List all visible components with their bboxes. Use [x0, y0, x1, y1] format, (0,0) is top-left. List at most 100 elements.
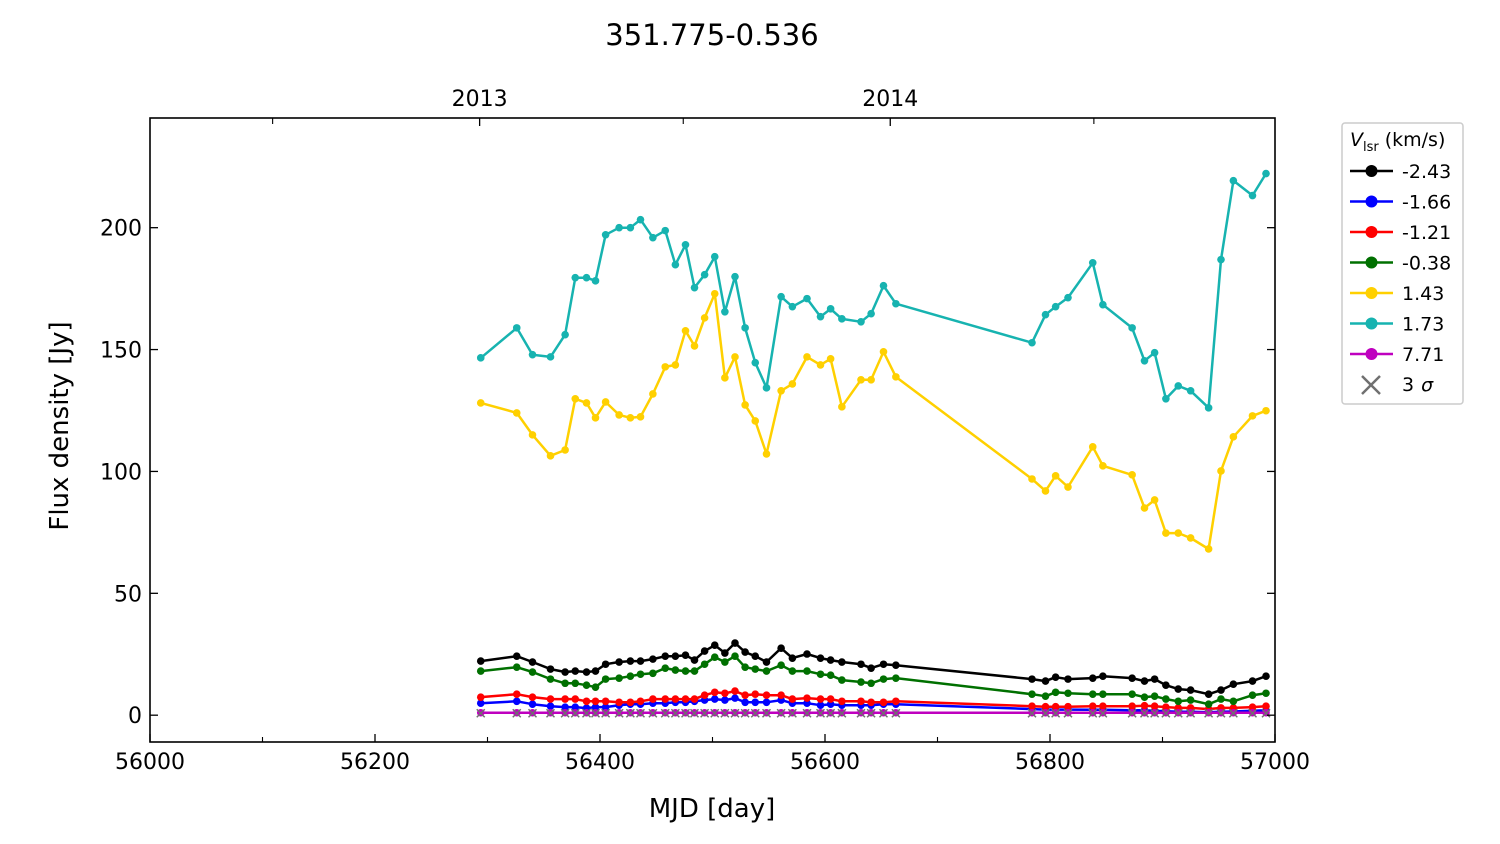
legend-label: -2.43 — [1402, 161, 1451, 183]
data-point — [601, 660, 610, 669]
cross-stroke — [601, 708, 611, 718]
data-point — [626, 223, 635, 232]
data-point — [528, 693, 537, 701]
data-point — [649, 695, 657, 703]
legend-item--2.43: -2.43 — [1350, 161, 1451, 183]
data-point — [788, 302, 797, 311]
data-point — [1041, 677, 1050, 685]
cross-stroke — [527, 708, 538, 718]
sigma-cross — [1040, 708, 1051, 718]
data-point — [751, 698, 760, 707]
data-point — [857, 317, 865, 326]
data-point — [1150, 692, 1159, 700]
data-point — [731, 687, 739, 695]
sigma-cross — [570, 708, 580, 718]
data-point — [476, 699, 485, 708]
data-point — [710, 252, 719, 261]
data-point — [561, 446, 569, 454]
data-point — [1128, 702, 1136, 710]
data-point — [661, 226, 670, 235]
cross-stroke — [826, 708, 836, 718]
legend-item-7.71: 7.71 — [1350, 344, 1444, 366]
data-point — [512, 324, 521, 332]
data-point — [1217, 255, 1225, 264]
chart-title: 351.775-0.536 — [605, 18, 818, 52]
cross-stroke — [560, 708, 570, 718]
sigma-cross — [1216, 708, 1226, 718]
data-point — [1064, 675, 1072, 683]
data-point — [626, 414, 635, 422]
data-point — [867, 375, 875, 384]
data-point — [546, 675, 555, 683]
data-point — [741, 648, 749, 656]
data-point — [561, 703, 569, 711]
data-point — [615, 674, 623, 682]
data-point — [1162, 681, 1170, 690]
data-point — [762, 691, 771, 699]
sigma-cross — [802, 708, 812, 718]
data-point — [476, 354, 485, 362]
data-point — [681, 326, 690, 335]
cross-stroke — [648, 708, 658, 718]
data-point — [826, 305, 835, 313]
legend-label: 1.43 — [1402, 283, 1444, 305]
legend-marker — [1365, 317, 1378, 330]
data-point — [1248, 412, 1257, 420]
data-point — [803, 694, 811, 702]
data-point — [1262, 406, 1270, 415]
data-point — [1140, 677, 1149, 685]
data-point — [571, 667, 580, 675]
sigma-cross — [590, 708, 601, 718]
cross-stroke — [670, 708, 680, 718]
sigma-cross — [891, 708, 901, 718]
data-point — [803, 353, 811, 361]
data-point — [892, 299, 900, 308]
data-point — [838, 403, 846, 411]
sigma-cross — [1228, 708, 1238, 718]
data-point — [671, 260, 680, 269]
data-point — [731, 272, 739, 281]
sigma-markers — [476, 708, 1271, 718]
data-point — [1088, 690, 1097, 699]
legend-marker — [1365, 195, 1378, 208]
x-tick-label: 56800 — [1015, 750, 1085, 775]
data-point — [1128, 324, 1136, 332]
top-tick-label: 2014 — [862, 87, 918, 112]
sigma-cross — [625, 708, 635, 718]
data-point — [512, 690, 521, 699]
y-tick-label: 200 — [100, 217, 142, 242]
sigma-cross — [1173, 708, 1183, 718]
data-point — [1140, 504, 1149, 512]
cross-stroke — [680, 708, 691, 718]
data-point — [1204, 690, 1213, 699]
data-point — [690, 283, 699, 292]
data-point — [816, 670, 825, 679]
sigma-cross — [1088, 708, 1098, 718]
data-point — [867, 679, 875, 688]
data-point — [1088, 674, 1097, 682]
data-point — [591, 414, 600, 422]
cross-stroke — [787, 708, 797, 718]
data-point — [1064, 689, 1072, 698]
data-point — [1099, 300, 1107, 309]
data-point — [857, 697, 865, 706]
cross-stroke — [1173, 708, 1183, 718]
data-point — [671, 652, 680, 660]
sigma-cross — [1247, 708, 1258, 718]
cross-stroke — [660, 708, 670, 718]
data-point — [731, 353, 739, 361]
sigma-cross — [710, 708, 720, 718]
data-point — [788, 667, 797, 675]
data-point — [1140, 701, 1149, 710]
data-point — [892, 661, 900, 670]
data-point — [690, 695, 699, 703]
sigma-cross — [512, 708, 522, 718]
data-point — [1128, 674, 1136, 682]
data-point — [561, 330, 569, 339]
data-point — [528, 700, 537, 709]
cross-stroke — [689, 708, 700, 718]
data-point — [636, 215, 645, 224]
data-point — [710, 695, 719, 703]
sigma-cross — [826, 708, 836, 718]
cross-stroke — [1063, 708, 1073, 718]
